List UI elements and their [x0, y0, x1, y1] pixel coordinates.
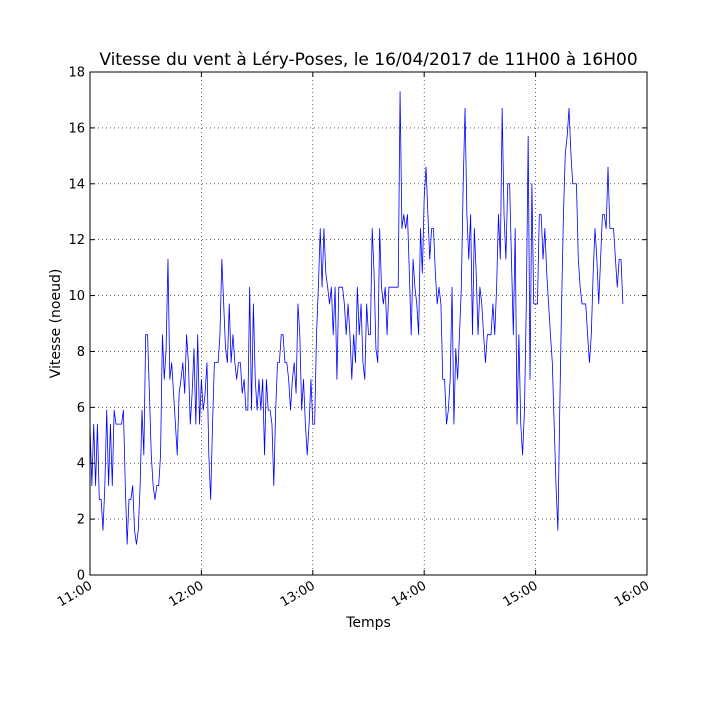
y-tick-label: 12 — [68, 233, 85, 248]
y-tick-label: 10 — [68, 289, 85, 304]
x-axis-label: Temps — [345, 615, 391, 631]
y-tick-label: 16 — [68, 121, 85, 136]
y-tick-label: 2 — [77, 513, 85, 528]
y-tick-label: 14 — [68, 177, 85, 192]
chart-title: Vitesse du vent à Léry-Poses, le 16/04/2… — [99, 50, 637, 70]
y-axis-label: Vitesse (noeud) — [48, 269, 64, 379]
y-tick-label: 18 — [68, 66, 85, 81]
grid — [90, 72, 647, 575]
plot-frame — [89, 71, 648, 576]
y-tick-label: 0 — [77, 569, 85, 584]
wind-speed-line — [89, 91, 624, 545]
y-tick-label: 8 — [77, 345, 85, 360]
y-tick-label: 4 — [77, 457, 85, 472]
y-tick-label: 6 — [77, 401, 85, 416]
